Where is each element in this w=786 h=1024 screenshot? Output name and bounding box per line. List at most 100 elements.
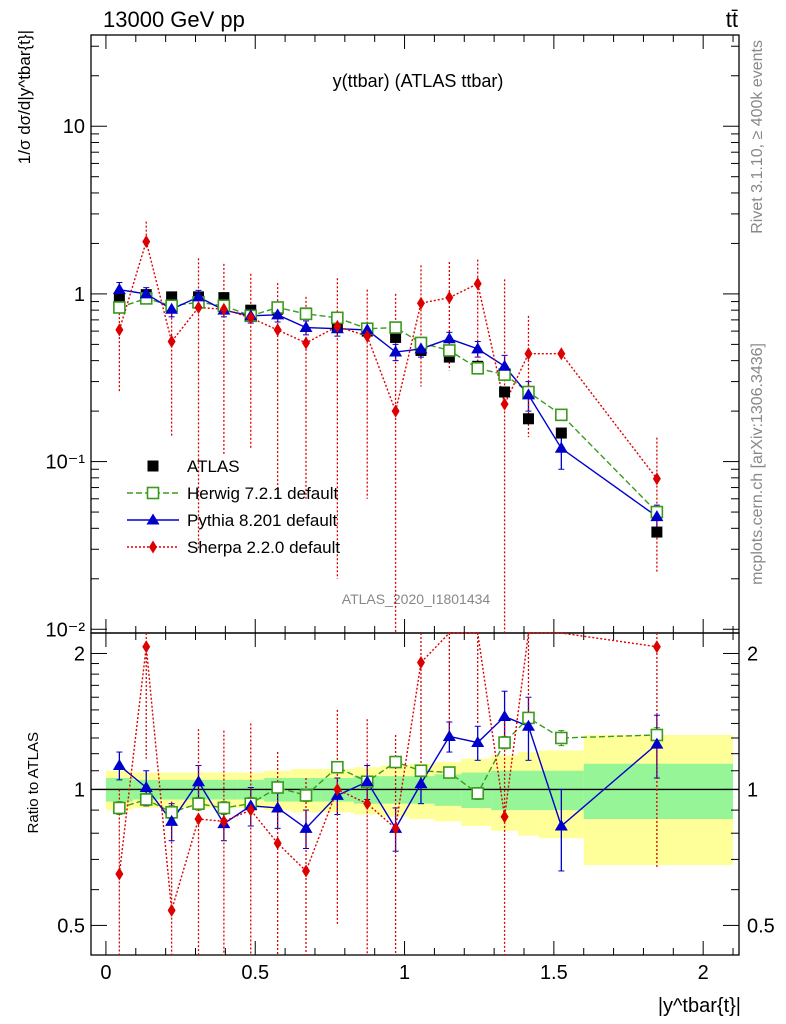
- sherpa-point: [524, 347, 533, 361]
- pythia-ratio-point: [165, 814, 179, 826]
- sherpa-ratio-point: [416, 656, 425, 670]
- x-axis-label: |y^tbar{t}|: [658, 995, 741, 1017]
- herwig-ratio-point: [414, 764, 428, 778]
- herwig-point: [299, 307, 313, 321]
- sherpa-ratio-point: [219, 814, 228, 828]
- pythia-point: [650, 510, 664, 522]
- herwig-point: [443, 344, 456, 357]
- ratio-y-tick-label-right: 2: [747, 643, 758, 665]
- herwig-ratio-point: [192, 797, 205, 810]
- atlas-point: [166, 291, 178, 303]
- herwig-line: [119, 297, 658, 513]
- side-label-bottom: mcplots.cern.ch [arXiv:1306.3436]: [749, 343, 766, 585]
- y-tick-label: 10⁻²: [46, 619, 86, 641]
- legend-marker-atlas: [147, 460, 159, 472]
- legend-label-herwig: Herwig 7.2.1 default: [187, 484, 338, 503]
- pythia-ratio-point: [414, 777, 428, 789]
- sherpa-point: [500, 397, 509, 411]
- atlas-point: [443, 351, 455, 363]
- sherpa-line: [118, 239, 658, 480]
- sherpa-ratio-point: [652, 640, 661, 654]
- herwig-point: [555, 408, 568, 422]
- sherpa-ratio-point: [391, 821, 400, 835]
- atlas-point: [499, 386, 511, 398]
- x-tick-label: 1: [399, 962, 410, 984]
- pythia-ratio-point: [521, 719, 535, 731]
- atlas-point: [651, 526, 663, 538]
- pythia-point: [139, 287, 153, 299]
- herwig-ratio-point: [299, 789, 313, 802]
- sherpa-ratio-line: [118, 632, 657, 911]
- pythia-ratio-point: [271, 801, 285, 813]
- main-y-axis-label: 1/σ dσ/d|y^tbar{t}|: [15, 30, 34, 164]
- header-right: tt̄: [726, 7, 738, 32]
- herwig-ratio-point: [555, 731, 568, 745]
- sherpa-point: [416, 296, 425, 310]
- x-tick-label: 0.5: [241, 962, 269, 984]
- sherpa-point: [652, 472, 661, 486]
- ratio-y-tick-label-right: 0.5: [747, 915, 775, 937]
- pythia-ratio-point: [471, 736, 485, 748]
- sherpa-ratio-point: [333, 782, 342, 796]
- pythia-ratio-point: [554, 819, 568, 831]
- legend-marker-pythia: [146, 513, 160, 525]
- atlas-point: [555, 427, 567, 439]
- pythia-point: [165, 302, 179, 314]
- sherpa-point: [219, 302, 228, 316]
- pythia-point: [192, 290, 206, 302]
- pythia-ratio-point: [498, 710, 512, 722]
- legend-label-atlas: ATLAS: [187, 457, 240, 476]
- legend-marker-herwig: [146, 486, 160, 500]
- ratio-frame: [90, 632, 740, 956]
- pythia-point: [389, 345, 403, 357]
- sherpa-point: [333, 319, 342, 333]
- sherpa-point: [246, 311, 255, 325]
- pythia-ratio-point: [650, 737, 664, 749]
- pythia-point: [112, 283, 126, 295]
- sherpa-point: [194, 300, 203, 314]
- green-band: [518, 770, 539, 811]
- ratio-y-tick-label: 1: [74, 779, 85, 801]
- herwig-ratio-point: [389, 755, 402, 769]
- x-tick-label: 2: [698, 962, 709, 984]
- ratio-y-axis-label: Ratio to ATLAS: [25, 732, 42, 833]
- atlas-point: [390, 331, 402, 343]
- atlas-point: [218, 292, 230, 304]
- sherpa-ratio-point: [167, 903, 176, 917]
- herwig-ratio-point: [471, 787, 485, 800]
- legend-marker-sherpa: [149, 540, 157, 554]
- sherpa-ratio-point: [246, 803, 255, 817]
- sherpa-point: [557, 347, 566, 361]
- side-label-top: Rivet 3.1.10, ≥ 400k events: [749, 40, 766, 234]
- y-tick-label: 10: [63, 116, 85, 138]
- pythia-point: [521, 388, 535, 400]
- sherpa-ratio-point: [302, 864, 311, 878]
- herwig-ratio-point: [271, 781, 284, 794]
- pythia-point: [414, 342, 428, 354]
- atlas-point: [522, 413, 534, 425]
- pythia-point: [498, 359, 512, 371]
- herwig-ratio-point: [217, 801, 231, 815]
- herwig-point: [471, 362, 485, 375]
- herwig-point: [389, 321, 402, 334]
- sherpa-point: [273, 323, 282, 337]
- y-tick-label: 10⁻¹: [46, 452, 86, 474]
- herwig-ratio-point: [113, 801, 126, 815]
- x-tick-label: 0: [100, 962, 111, 984]
- pythia-point: [442, 332, 456, 344]
- pythia-ratio-point: [299, 821, 313, 833]
- pythia-ratio-point: [139, 780, 153, 792]
- ratio-y-tick-label: 2: [74, 643, 85, 665]
- pythia-ratio-point: [442, 729, 456, 741]
- ratio-y-tick-label: 0.5: [57, 915, 85, 937]
- chart-title: y(ttbar) (ATLAS ttbar): [333, 71, 504, 91]
- pythia-point: [299, 321, 313, 333]
- sherpa-point: [445, 291, 454, 305]
- pythia-ratio-point: [360, 775, 374, 787]
- sherpa-ratio-point: [194, 812, 203, 826]
- x-tick-label: 1.5: [540, 962, 568, 984]
- sherpa-ratio-point: [115, 867, 124, 881]
- pythia-ratio-point: [192, 775, 206, 787]
